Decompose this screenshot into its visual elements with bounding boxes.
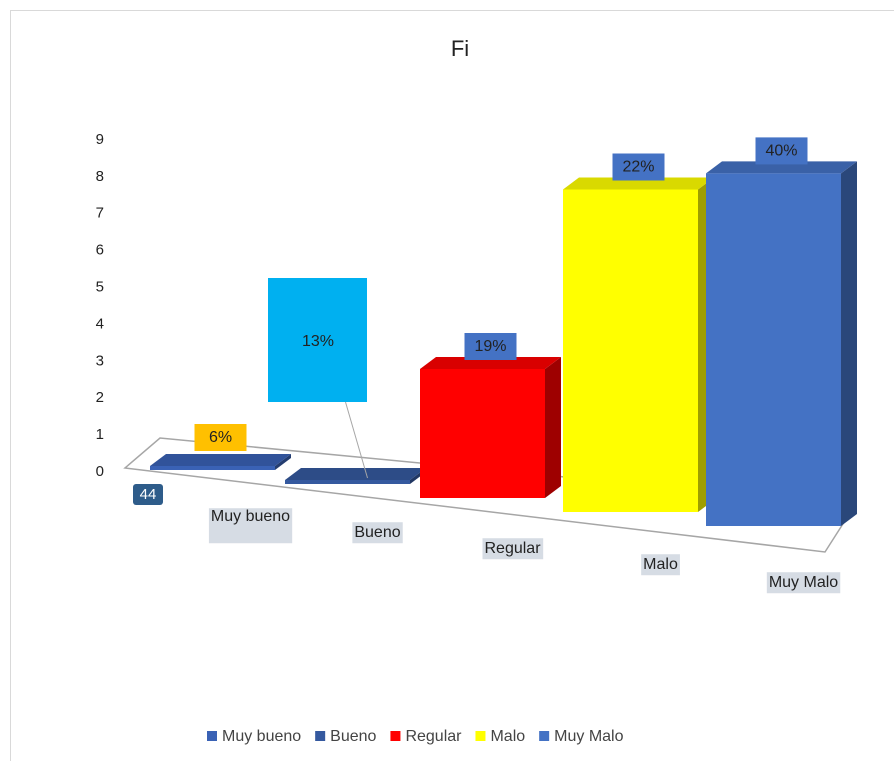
legend-swatch bbox=[390, 731, 401, 741]
bar-top bbox=[706, 161, 857, 174]
data-label-box bbox=[268, 278, 367, 402]
bar bbox=[420, 369, 545, 498]
legend-swatch bbox=[539, 731, 550, 741]
chart-title: Fi bbox=[451, 36, 469, 61]
annotation-box bbox=[133, 484, 163, 505]
data-label-box bbox=[755, 137, 808, 165]
y-tick-label: 1 bbox=[96, 426, 104, 443]
y-tick-label: 3 bbox=[96, 352, 104, 369]
x-tick-label-bg bbox=[482, 538, 544, 560]
leader-line bbox=[345, 401, 368, 479]
legend-swatch bbox=[207, 731, 217, 741]
legend-label: Muy Malo bbox=[554, 728, 623, 745]
bar-side bbox=[545, 357, 561, 498]
bar bbox=[285, 480, 410, 484]
bar bbox=[563, 189, 698, 512]
data-label: 6% bbox=[209, 429, 232, 446]
legend-swatch bbox=[315, 731, 326, 741]
data-label-box bbox=[612, 153, 665, 181]
x-tick-label-bg bbox=[641, 554, 680, 576]
x-tick-label: Muy bueno bbox=[211, 508, 290, 525]
y-tick-label: 0 bbox=[96, 463, 104, 480]
bar-top bbox=[420, 357, 561, 369]
data-label-box bbox=[464, 333, 517, 360]
bar-top bbox=[150, 454, 291, 466]
data-label-box bbox=[194, 424, 247, 451]
y-tick-label: 6 bbox=[96, 242, 104, 259]
annotation: 44 bbox=[140, 486, 157, 503]
data-label: 40% bbox=[765, 143, 797, 160]
x-tick-label: Regular bbox=[484, 540, 541, 557]
x-tick-label-bg bbox=[352, 522, 403, 544]
x-tick-label-bg bbox=[766, 572, 841, 594]
y-tick-label: 8 bbox=[96, 168, 104, 185]
legend-label: Regular bbox=[405, 728, 462, 745]
bar-top bbox=[563, 177, 714, 190]
data-label: 19% bbox=[474, 338, 506, 355]
y-tick-label: 2 bbox=[96, 389, 104, 406]
y-tick-label: 9 bbox=[96, 131, 104, 148]
bar bbox=[706, 173, 841, 526]
x-tick-label: Malo bbox=[643, 556, 678, 573]
legend-label: Muy bueno bbox=[222, 728, 301, 745]
y-tick-label: 5 bbox=[96, 279, 104, 296]
x-tick-label: Muy Malo bbox=[769, 574, 838, 591]
bar-side bbox=[275, 454, 291, 470]
bar-side bbox=[841, 161, 857, 526]
bar-top bbox=[285, 468, 426, 480]
y-tick-label: 7 bbox=[96, 205, 104, 222]
legend-label: Bueno bbox=[330, 728, 376, 745]
data-label: 22% bbox=[622, 159, 654, 176]
bar bbox=[150, 466, 275, 470]
x-tick-label-bg bbox=[208, 508, 293, 544]
data-label: 13% bbox=[302, 333, 334, 350]
legend-label: Malo bbox=[490, 728, 525, 745]
y-tick-label: 4 bbox=[96, 315, 104, 332]
legend-swatch bbox=[475, 731, 486, 741]
x-tick-label: Bueno bbox=[354, 524, 400, 541]
